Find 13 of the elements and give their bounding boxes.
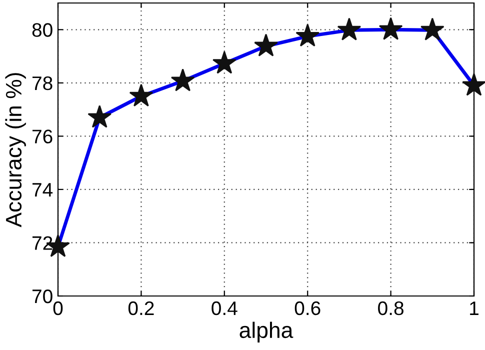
y-axis-title: Accuracy (in %)	[5, 73, 26, 228]
y-tick-label: 74	[32, 183, 53, 196]
x-axis-title: alpha	[240, 322, 294, 342]
x-tick-label: 0	[53, 301, 63, 316]
y-tick-label: 78	[32, 76, 52, 90]
x-tick-label: 0.6	[294, 301, 320, 316]
x-tick-label: 1	[470, 302, 478, 315]
x-tick-label: 0.2	[128, 301, 154, 316]
y-tick-label: 76	[32, 130, 52, 144]
x-tick-label: 0.8	[378, 301, 404, 316]
y-tick-label: 70	[32, 289, 52, 304]
x-tick-label: 0.4	[212, 301, 238, 316]
y-tick-label: 80	[32, 23, 52, 37]
